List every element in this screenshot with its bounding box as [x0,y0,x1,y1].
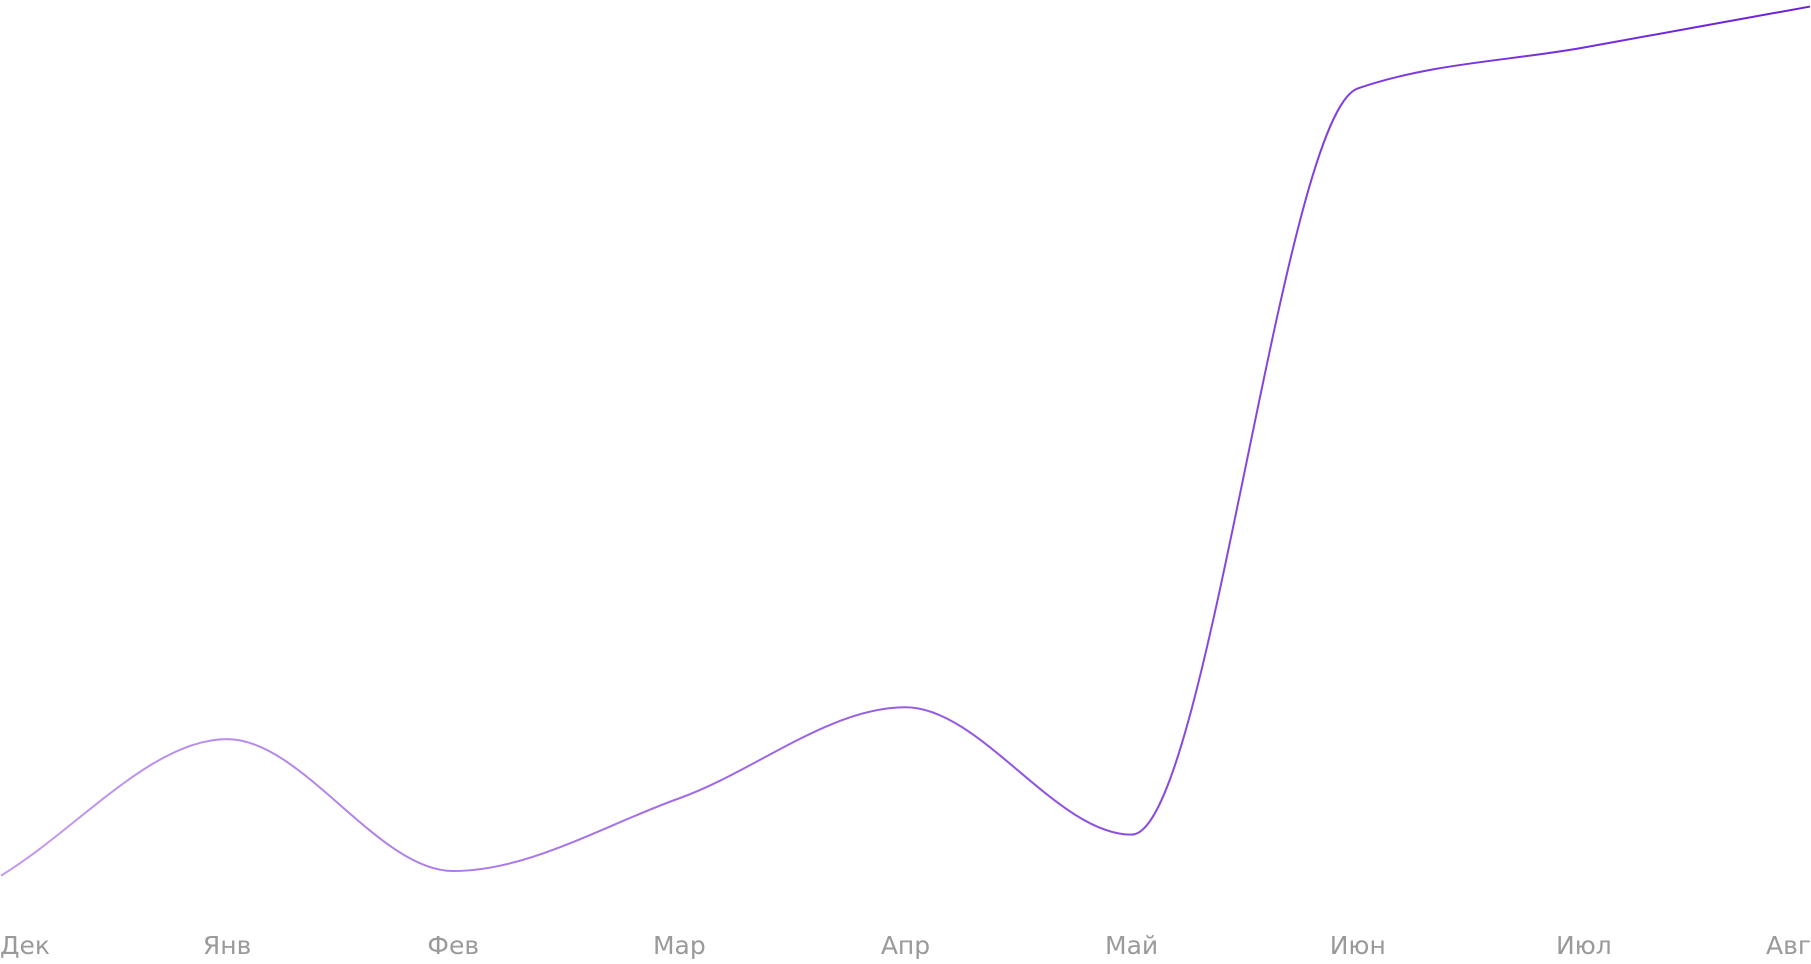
x-tick-label: Апр [881,931,930,960]
x-tick-label: Мар [653,931,706,960]
x-tick-label: Авг [1766,931,1811,960]
x-tick-label: Июн [1330,931,1386,960]
x-tick-label: Янв [203,931,251,960]
x-tick-label: Фев [427,931,479,960]
x-tick-label: Июл [1556,931,1612,960]
line [0,5,1811,877]
x-tick-label: Май [1105,931,1158,960]
x-tick-label: Дек [0,931,50,960]
